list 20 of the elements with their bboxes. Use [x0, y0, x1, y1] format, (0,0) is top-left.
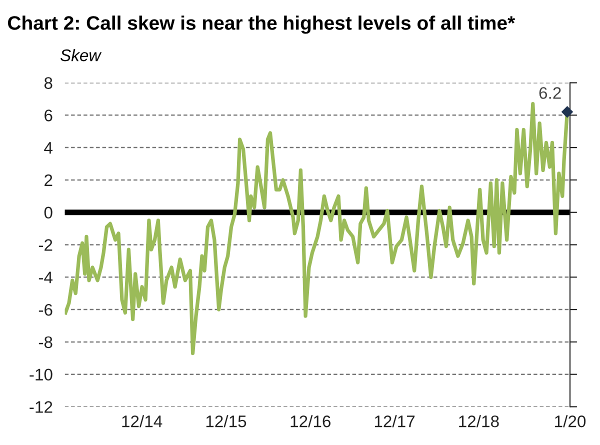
x-tick-label: 1/20 [555, 415, 586, 428]
y-tick-label: -2 [38, 239, 52, 251]
y-axis-title: Skew [60, 48, 102, 62]
y-tick-label: 4 [44, 142, 53, 154]
x-tick-label: 12/14 [122, 415, 162, 428]
annotation: 6.2 [539, 87, 561, 99]
y-tick-label: 8 [44, 77, 52, 89]
y-tick-label: 6 [44, 110, 52, 122]
y-tick-label: -6 [38, 304, 52, 316]
y-tick-label: 2 [44, 174, 52, 186]
y-tick-label: -8 [38, 336, 52, 348]
y-tick-label: -4 [38, 272, 53, 284]
y-tick-label: 0 [44, 206, 52, 219]
y-tick-label: -12 [30, 401, 52, 413]
x-tick-label: 12/17 [374, 415, 415, 428]
x-tick-label: 12/15 [206, 415, 246, 428]
x-tick-label: 12/18 [459, 415, 499, 428]
chart-title: Chart 2: Call skew is near the highest levels of all time* [8, 16, 516, 34]
y-tick-label: -10 [30, 368, 52, 381]
x-tick-label: 12/16 [290, 415, 330, 428]
